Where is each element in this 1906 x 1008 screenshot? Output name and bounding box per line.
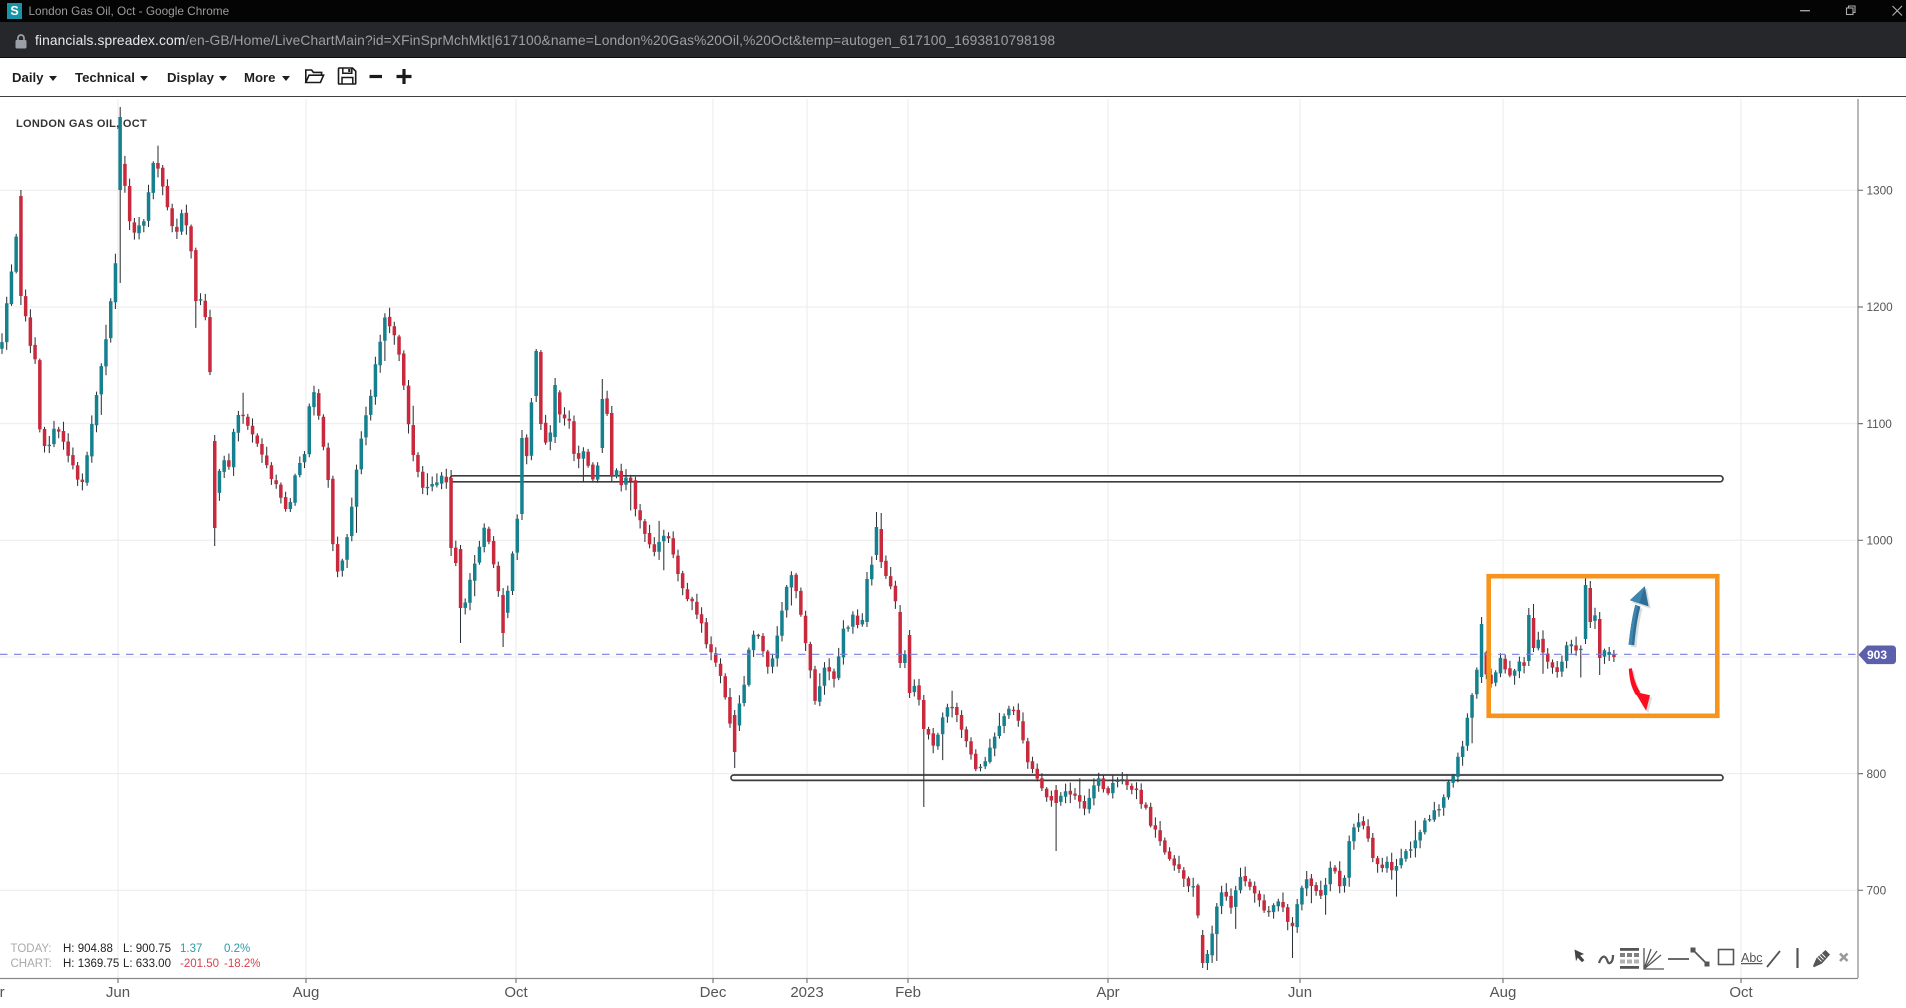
svg-text:CHART:: CHART:	[11, 958, 52, 970]
svg-text:Jun: Jun	[106, 984, 130, 1001]
svg-text:800: 800	[1867, 767, 1887, 781]
svg-text:700: 700	[1867, 884, 1887, 898]
svg-text:-201.50: -201.50	[180, 958, 219, 970]
svg-text:H: 904.88: H: 904.88	[63, 943, 113, 955]
svg-text:L: 633.00: L: 633.00	[123, 958, 171, 970]
svg-text:Oct: Oct	[504, 984, 528, 1001]
svg-text:1200: 1200	[1867, 300, 1894, 314]
svg-text:0.2%: 0.2%	[224, 943, 250, 955]
svg-text:H: 1369.75: H: 1369.75	[63, 958, 119, 970]
svg-text:TODAY:: TODAY:	[11, 943, 52, 955]
svg-text:2023: 2023	[790, 984, 823, 1001]
svg-text:Oct: Oct	[1729, 984, 1753, 1001]
svg-text:LONDON GAS OIL, OCT: LONDON GAS OIL, OCT	[16, 118, 147, 130]
svg-text:Abc: Abc	[1741, 951, 1763, 965]
svg-text:Aug: Aug	[1490, 984, 1517, 1001]
svg-text:-18.2%: -18.2%	[224, 958, 260, 970]
svg-text:1100: 1100	[1867, 417, 1893, 431]
svg-text:L: 900.75: L: 900.75	[123, 943, 171, 955]
svg-text:Dec: Dec	[700, 984, 727, 1001]
svg-text:903: 903	[1867, 648, 1887, 662]
svg-text:Aug: Aug	[293, 984, 320, 1001]
svg-text:1300: 1300	[1867, 184, 1894, 198]
svg-text:Feb: Feb	[895, 984, 921, 1001]
svg-text:Jun: Jun	[1288, 984, 1312, 1001]
svg-text:1.37: 1.37	[180, 943, 202, 955]
svg-text:Apr: Apr	[0, 984, 5, 1001]
svg-text:1000: 1000	[1867, 534, 1894, 548]
svg-text:Apr: Apr	[1096, 984, 1119, 1001]
